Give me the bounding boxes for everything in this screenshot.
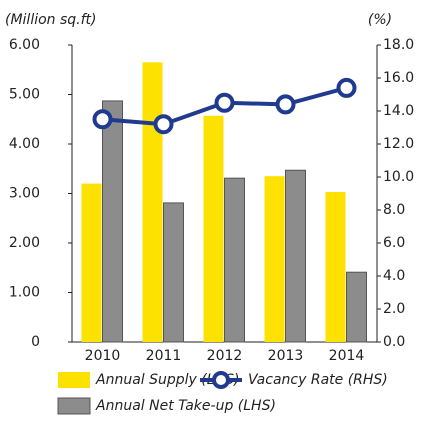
x-tick-label: 2010 [85,348,121,364]
x-tick-label: 2013 [268,348,304,364]
bar [264,176,285,342]
line-marker [336,77,357,98]
y-tick-label: 1.00 [9,285,40,301]
bar [325,192,346,342]
y2-axis-title: (%) [368,12,392,28]
y-tick-label: 0 [31,334,40,350]
y-tick-label: 2.00 [9,235,40,251]
y2-tick-label: 12.0 [383,136,414,152]
y-axis-title: (Million sq.ft) [5,12,97,28]
y-tick-label: 4.00 [9,136,40,152]
line-marker [275,94,296,115]
y2-tick-label: 18.0 [383,37,414,53]
y-tick-label: 3.00 [9,186,40,202]
legend-swatch [57,397,91,415]
bar [163,202,184,343]
bar [203,115,224,342]
y2-tick-label: 8.0 [383,202,405,218]
x-tick-label: 2011 [146,348,182,364]
y-tick-label: 6.00 [9,37,40,53]
y2-tick-label: 0.0 [383,334,405,350]
y2-tick-label: 4.0 [383,268,405,284]
legend-label: Vacancy Rate (RHS) [248,372,388,388]
y2-tick-label: 16.0 [383,70,414,86]
bar [285,169,306,343]
legend-swatch [58,372,90,388]
bar [224,177,245,343]
line-marker [153,114,174,135]
bar [102,100,123,343]
line-marker [92,109,113,130]
y2-tick-label: 10.0 [383,169,414,185]
y2-tick-label: 2.0 [383,301,405,317]
y2-tick-label: 6.0 [383,235,405,251]
x-tick-label: 2012 [207,348,243,364]
bar [142,62,163,342]
y-tick-label: 5.00 [9,87,40,103]
bar [81,183,102,342]
legend-label: Annual Net Take-up (LHS) [95,398,276,414]
legend-swatch [212,371,230,389]
x-tick-label: 2014 [329,348,365,364]
line-marker [214,92,235,113]
y2-tick-label: 14.0 [383,103,414,119]
legend-label: Annual Supply (LHS) [95,372,239,388]
bar [346,271,367,343]
